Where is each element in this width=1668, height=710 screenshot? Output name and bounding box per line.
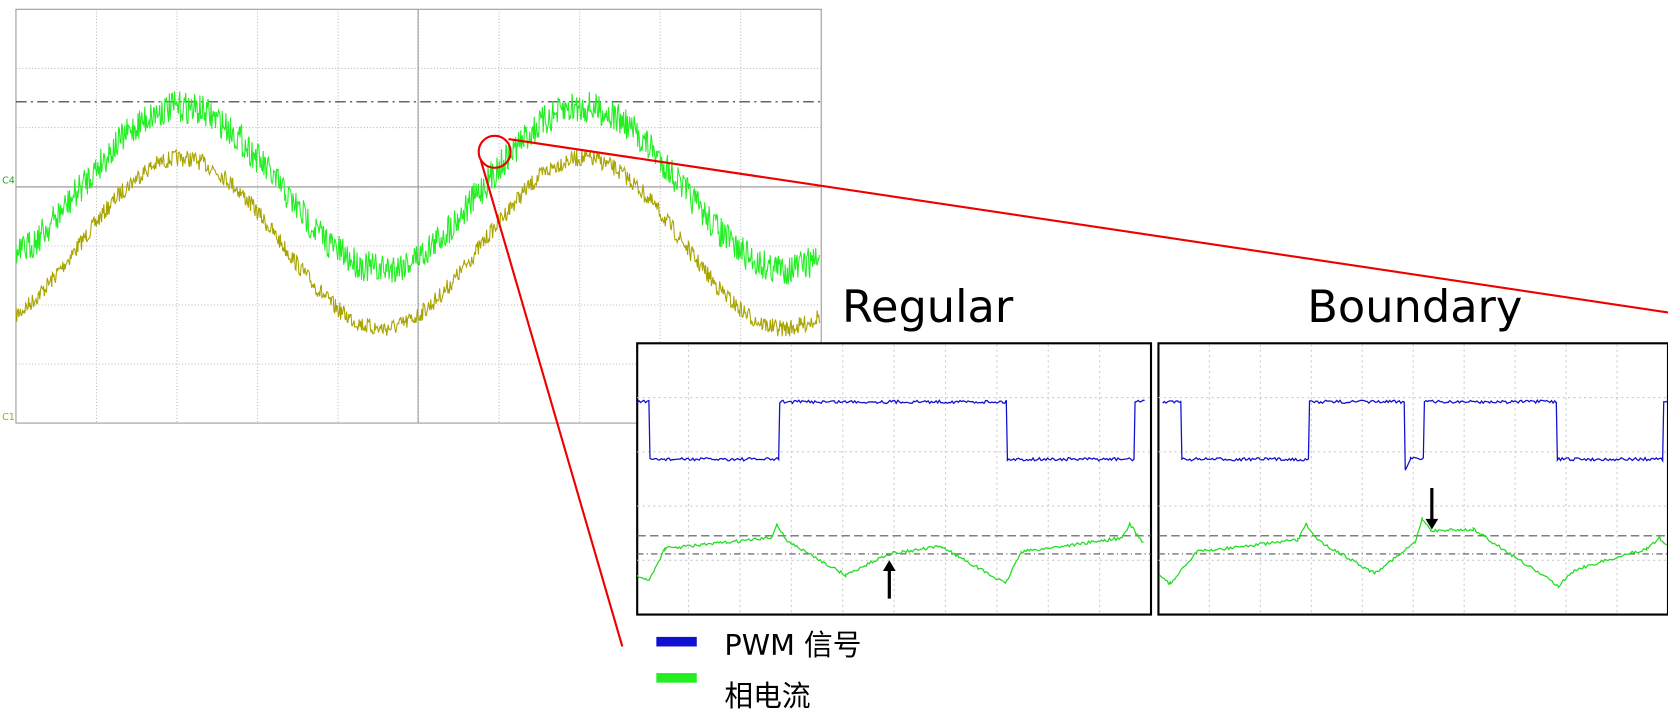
zoom-panels <box>637 343 1668 614</box>
page-body: {"titles": {"regular": "Regular", "bound… <box>0 0 1668 710</box>
panel-title: Boundary <box>1307 281 1522 333</box>
figure: C4 C1 Regular Boundary PWM 信号 相电流 <box>0 0 1668 710</box>
legend-label: PWM 信号 <box>724 628 861 662</box>
channel-label: C1 <box>2 412 15 423</box>
legend-label: 相电流 <box>724 679 810 710</box>
legend-swatch <box>656 673 696 683</box>
legend-swatch <box>656 637 696 647</box>
page: html, body { margin: 0; padding: 0; back… <box>0 0 1668 710</box>
panel-title: Regular <box>842 281 1014 333</box>
channel-label: C4 <box>2 176 15 187</box>
